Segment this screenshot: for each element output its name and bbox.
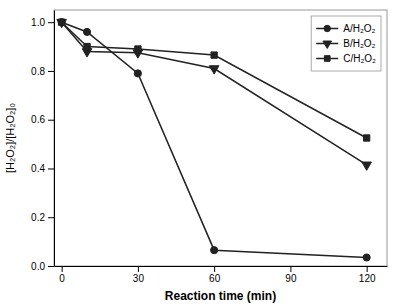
tick: 0 <box>59 266 65 284</box>
tick-mark <box>367 266 368 272</box>
legend-marker <box>324 25 330 31</box>
axis-line <box>54 11 55 267</box>
tick-mark <box>48 22 54 23</box>
point <box>134 70 141 77</box>
tick: 90 <box>285 266 297 284</box>
tick-label: 0.8 <box>31 66 45 77</box>
point <box>58 19 65 26</box>
legend: A/H₂O₂ B/H₂O₂ C/H₂O₂ <box>311 16 381 71</box>
legend-label: C/H₂O₂ <box>343 53 376 64</box>
legend-box <box>311 16 381 71</box>
tick-mark <box>62 266 63 272</box>
tick-mark <box>290 266 291 272</box>
point <box>363 254 370 261</box>
tick-mark <box>48 120 54 121</box>
legend-label: A/H₂O₂ <box>343 23 375 34</box>
tick-label: 120 <box>359 273 376 284</box>
point <box>84 43 90 49</box>
tick-mark <box>48 266 54 267</box>
x-axis-title: Reaction time (min) <box>165 289 276 303</box>
tick: 120 <box>359 266 376 284</box>
tick-label: 0.4 <box>31 163 45 174</box>
point <box>135 46 141 52</box>
series-line <box>62 22 367 165</box>
point <box>209 66 219 74</box>
x-axis: 0 30 60 90 120 <box>55 266 388 284</box>
point <box>362 162 372 170</box>
y-axis: 0.0 0.2 0.4 0.6 0.8 1.0 <box>31 11 54 272</box>
tick-label: 0 <box>59 273 65 284</box>
tick: 0.0 <box>31 261 54 272</box>
tick-mark <box>138 266 139 272</box>
legend-item: B/H₂O₂ <box>316 38 375 49</box>
point <box>83 28 90 35</box>
legend-marker <box>324 56 330 62</box>
tick: 30 <box>133 266 145 284</box>
tick-label: 0.6 <box>31 114 45 125</box>
tick: 60 <box>209 266 221 284</box>
tick: 0.2 <box>31 212 54 223</box>
y-axis-title: [H₂O₂]/[H₂O₂]₀ <box>4 103 16 173</box>
tick-label: 1.0 <box>31 17 45 28</box>
tick: 1.0 <box>31 17 54 28</box>
legend-item: C/H₂O₂ <box>316 53 376 64</box>
tick-label: 30 <box>133 273 145 284</box>
chart: 0 30 60 90 120 0.0 0.2 0.4 0.6 0.8 1.0 Reaction tim… <box>0 0 399 308</box>
point <box>58 19 64 25</box>
tick-label: 0.2 <box>31 212 45 223</box>
tick-mark <box>214 266 215 272</box>
point <box>211 247 218 254</box>
legend-label: B/H₂O₂ <box>343 38 375 49</box>
point <box>211 52 217 58</box>
tick-mark <box>48 168 54 169</box>
tick-mark <box>48 71 54 72</box>
plot-frame <box>54 10 387 266</box>
tick-label: 60 <box>209 273 221 284</box>
tick: 0.8 <box>31 66 54 77</box>
axis-line <box>55 266 388 267</box>
tick-label: 90 <box>285 273 297 284</box>
legend-marker <box>323 41 332 48</box>
tick-label: 0.0 <box>31 261 45 272</box>
point <box>364 135 370 141</box>
point <box>57 19 67 27</box>
tick-mark <box>48 217 54 218</box>
legend-item: A/H₂O₂ <box>316 23 375 34</box>
tick: 0.4 <box>31 163 54 174</box>
tick: 0.6 <box>31 114 54 125</box>
